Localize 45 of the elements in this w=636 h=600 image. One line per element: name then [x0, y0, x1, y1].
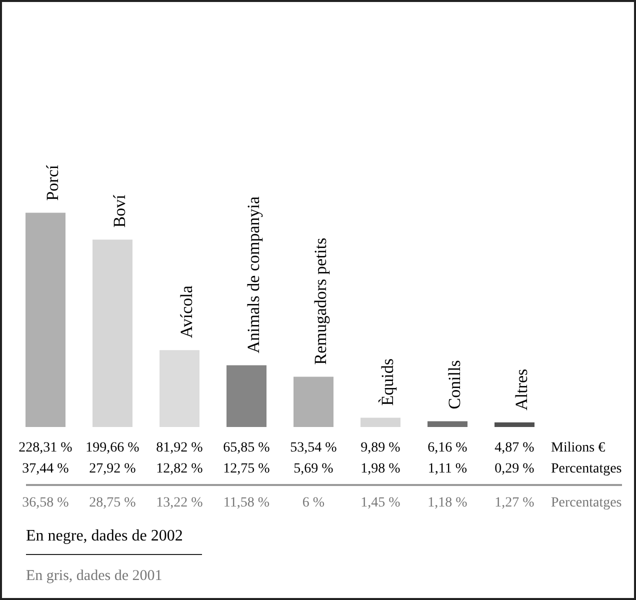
- text: 36,58 %: [22, 496, 70, 510]
- x-tick-label: Remugadors petits: [311, 238, 330, 365]
- text: En gris, dades de 2001: [26, 568, 162, 584]
- text: 1,11 %: [428, 462, 468, 476]
- x-tick-label: Èquids: [378, 358, 397, 406]
- text: Percentatges: [551, 462, 622, 476]
- data-label: 9,89 %: [360, 440, 401, 456]
- text: 37,44 %: [22, 462, 70, 476]
- text: 1,45 %: [360, 496, 401, 510]
- text: 12,75 %: [223, 462, 270, 476]
- bar: [26, 212, 66, 427]
- data-label: 81,92 %: [156, 440, 204, 456]
- data-label: 199,66 %: [86, 440, 140, 456]
- x-tick-label: Altres: [512, 368, 531, 410]
- text: 11,58 %: [223, 496, 270, 510]
- text: Percentatges: [551, 496, 622, 510]
- bar: [360, 418, 400, 427]
- text: 12,82 %: [156, 462, 204, 476]
- data-label: 4,87 %: [494, 440, 535, 456]
- bar: [428, 421, 468, 427]
- text: 1,18 %: [428, 496, 468, 510]
- text: En negre, dades de 2002: [26, 528, 183, 544]
- bar: [226, 365, 266, 427]
- data-label: 65,85 %: [223, 440, 270, 456]
- x-tick-label: Avícola: [177, 285, 196, 338]
- text: 13,22 %: [156, 496, 204, 510]
- bar: [92, 240, 132, 427]
- bar: [494, 422, 534, 427]
- bar: [294, 376, 334, 427]
- text: 5,69 %: [294, 462, 334, 476]
- text: 1,27 %: [494, 496, 535, 510]
- text: 6 %: [302, 496, 325, 510]
- text: 27,92 %: [89, 462, 136, 476]
- data-label: 228,31 %: [18, 440, 73, 456]
- text: 28,75 %: [89, 496, 136, 510]
- x-tick-label: Porcí: [43, 164, 62, 201]
- text: Milions €: [551, 440, 606, 456]
- x-tick-label: Animals de companyia: [244, 196, 263, 354]
- x-tick-label: Boví: [110, 194, 129, 228]
- text: 1,98 %: [360, 462, 401, 476]
- x-tick-label: Conills: [445, 360, 464, 410]
- text: 0,29 %: [494, 462, 535, 476]
- bar: [160, 350, 200, 427]
- data-label: 6,16 %: [428, 440, 468, 456]
- data-label: 53,54 %: [290, 440, 338, 456]
